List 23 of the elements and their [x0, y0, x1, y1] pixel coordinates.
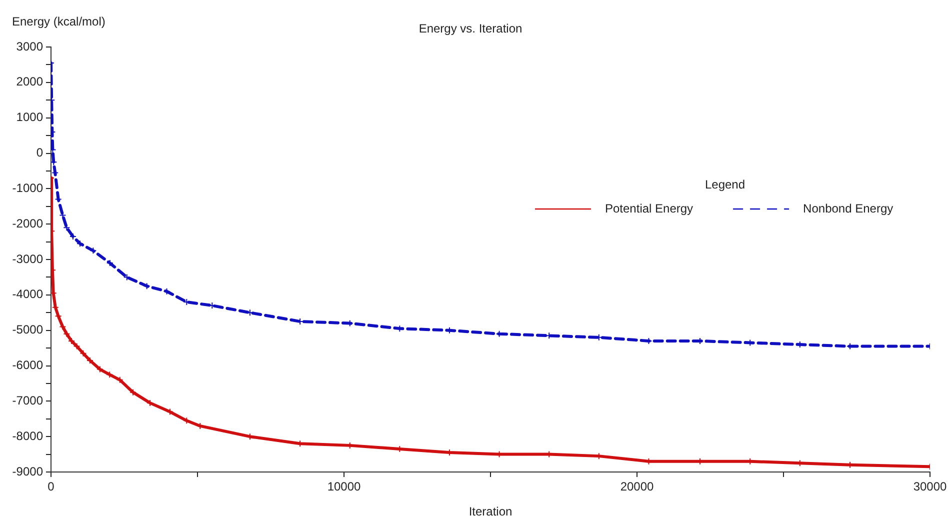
y-tick-label: 3000: [16, 39, 44, 54]
x-tick-label: 30000: [913, 480, 948, 494]
y-tick-label: -4000: [12, 287, 44, 302]
x-axis-title: Iteration: [468, 504, 512, 518]
y-tick-label: -2000: [12, 216, 44, 230]
chart-title: Energy vs. Iteration: [418, 21, 522, 36]
x-tick-label: 0: [48, 480, 55, 494]
y-tick-label: 1000: [16, 110, 44, 124]
x-tick-label: 20000: [620, 480, 654, 494]
y-tick-label: -8000: [12, 428, 44, 443]
legend-label: Potential Energy: [605, 201, 694, 216]
y-tick-label: -7000: [12, 393, 44, 408]
legend-label: Nonbond Energy: [803, 201, 894, 216]
y-tick-label: -5000: [12, 322, 44, 337]
y-tick-label: 2000: [16, 74, 44, 89]
y-axis-title: Energy (kcal/mol): [12, 14, 106, 28]
y-tick-label: -1000: [12, 180, 44, 195]
y-tick-label: -6000: [12, 358, 44, 372]
y-tick-label: 0: [36, 146, 44, 160]
y-tick-label: -3000: [12, 252, 44, 266]
y-tick-label: -9000: [12, 464, 44, 478]
x-tick-label: 10000: [327, 480, 362, 494]
legend-title: Legend: [704, 177, 746, 192]
